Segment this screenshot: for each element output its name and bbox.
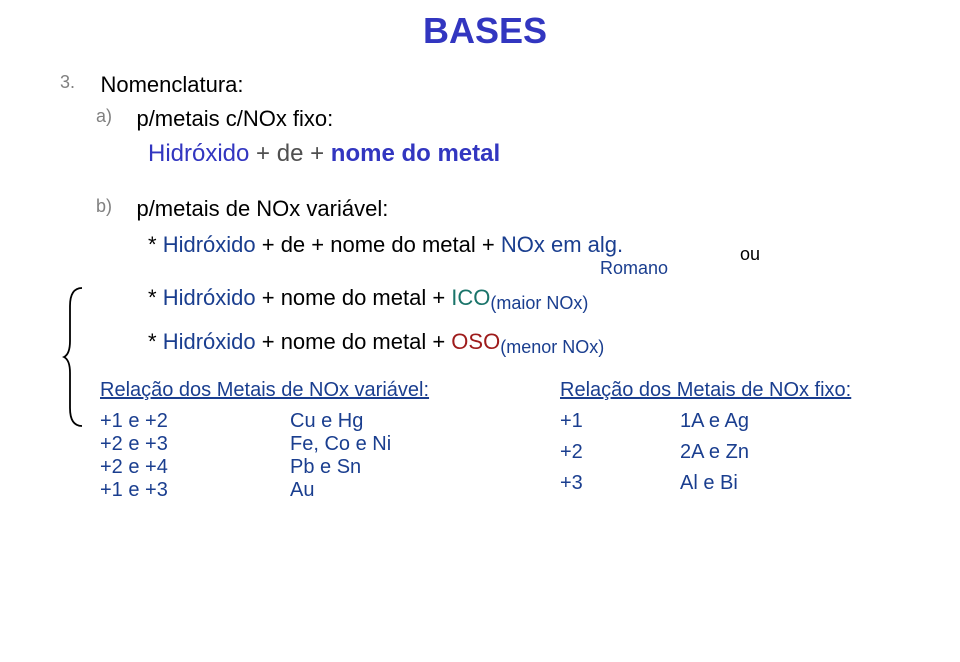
page-title: BASES	[60, 10, 910, 52]
formula-a: Hidróxido + de + nome do metal	[148, 140, 910, 168]
formula-part-1: Hidróxido	[148, 140, 249, 167]
table-variable-title: Relação dos Metais de NOx variável:	[100, 379, 540, 402]
table-row: +2 e +3Fe, Co e Ni	[100, 433, 540, 456]
tables-wrap: Relação dos Metais de NOx variável: +1 e…	[100, 379, 910, 502]
b3-oso: OSO	[451, 329, 500, 354]
cell: Al e Bi	[680, 472, 851, 495]
cell: +1 e +3	[100, 479, 290, 502]
cell: +2	[560, 441, 680, 464]
cell: +1	[560, 410, 680, 433]
b2-hidroxido: Hidróxido	[163, 285, 256, 310]
section-number: 3.	[60, 72, 96, 93]
formula-part-2: + de +	[249, 140, 330, 167]
cell: 1A e Ag	[680, 410, 851, 433]
cell: +2 e +4	[100, 456, 290, 479]
table-row: +1 e +2Cu e Hg	[100, 410, 540, 433]
table-fixed: Relação dos Metais de NOx fixo: +11A e A…	[560, 379, 851, 502]
b3-hidroxido: Hidróxido	[163, 329, 256, 354]
b1-mid: + de + nome do metal +	[256, 232, 501, 257]
item-a-header: a) p/metais c/NOx fixo:	[96, 106, 910, 132]
item-a-letter: a)	[96, 106, 132, 127]
section-3-header: 3. Nomenclatura:	[60, 72, 910, 98]
item-b-text: p/metais de NOx variável:	[136, 196, 388, 222]
item-b-letter: b)	[96, 196, 132, 217]
section-label: Nomenclatura:	[100, 72, 243, 98]
item-a-text: p/metais c/NOx fixo:	[136, 106, 333, 132]
cell: Pb e Sn	[290, 456, 540, 479]
cell: +3	[560, 472, 680, 495]
b2-ico: ICO	[451, 285, 490, 310]
table-row: +22A e Zn	[560, 441, 851, 464]
table-row: +11A e Ag	[560, 410, 851, 433]
ou-label: ou	[740, 244, 760, 265]
table-row: +1 e +3Au	[100, 479, 540, 502]
table-fixed-title: Relação dos Metais de NOx fixo:	[560, 379, 851, 402]
cell: +1 e +2	[100, 410, 290, 433]
b1-nox-alg: NOx em alg.	[501, 232, 623, 257]
b3-sub: (menor NOx)	[500, 337, 604, 357]
rule-b2: * Hidróxido + nome do metal + ICO(maior …	[148, 285, 910, 311]
b2-asterisk: *	[148, 285, 163, 310]
formula-part-3: nome do metal	[331, 140, 500, 167]
cell: Cu e Hg	[290, 410, 540, 433]
b2-mid: + nome do metal +	[256, 285, 452, 310]
cell: Au	[290, 479, 540, 502]
table-variable: Relação dos Metais de NOx variável: +1 e…	[100, 379, 540, 502]
table-row: +2 e +4Pb e Sn	[100, 456, 540, 479]
table-row: +3Al e Bi	[560, 472, 851, 495]
slide-root: BASES 3. Nomenclatura: a) p/metais c/NOx…	[0, 0, 960, 662]
b2-sub: (maior NOx)	[490, 293, 588, 313]
rule-b1: * Hidróxido + de + nome do metal + NOx e…	[148, 232, 910, 258]
rule-b3: * Hidróxido + nome do metal + OSO(menor …	[148, 329, 910, 355]
b1-asterisk: *	[148, 232, 163, 257]
b3-asterisk: *	[148, 329, 163, 354]
cell: Fe, Co e Ni	[290, 433, 540, 456]
b3-mid: + nome do metal +	[256, 329, 452, 354]
item-b-header: b) p/metais de NOx variável:	[96, 196, 910, 222]
cell: +2 e +3	[100, 433, 290, 456]
cell: 2A e Zn	[680, 441, 851, 464]
brace-icon	[62, 286, 84, 428]
b1-hidroxido: Hidróxido	[163, 232, 256, 257]
